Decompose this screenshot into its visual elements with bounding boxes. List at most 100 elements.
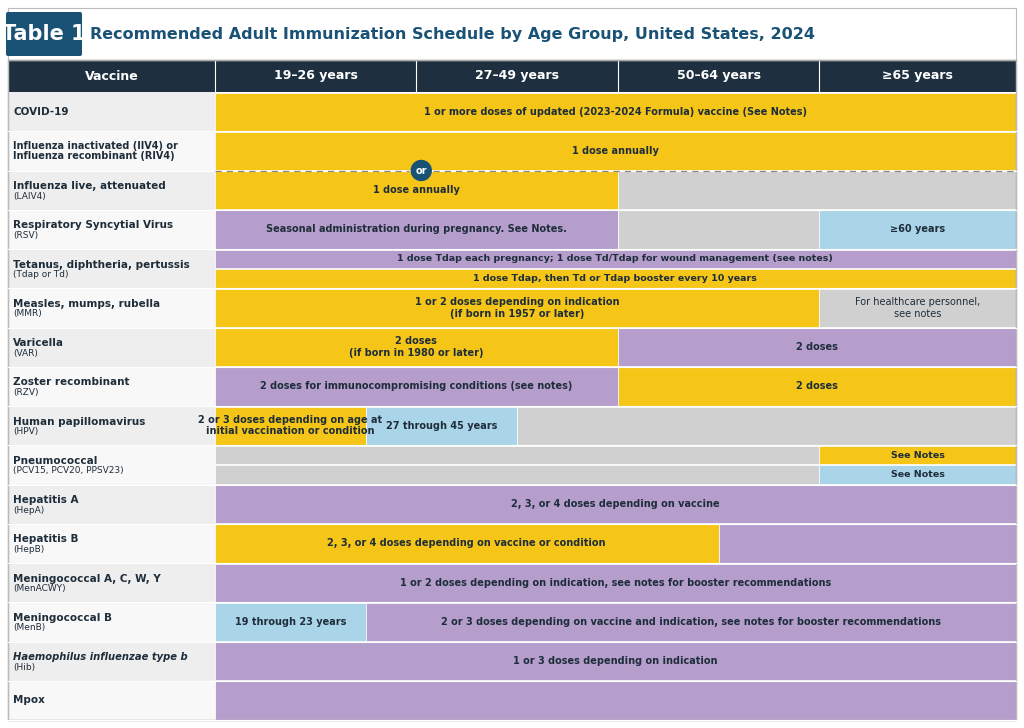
Bar (215, 563, 1016, 602)
Text: Haemophilus influenzae type b: Haemophilus influenzae type b (13, 652, 187, 662)
Bar (8, 170, 215, 210)
Text: Seasonal administration during pregnancy. See Notes.: Seasonal administration during pregnancy… (266, 224, 566, 234)
Text: 2 doses
(if born in 1980 or later): 2 doses (if born in 1980 or later) (349, 336, 483, 358)
Bar (8, 92, 215, 131)
Text: 19–26 years: 19–26 years (273, 69, 357, 82)
Text: 1 or 2 doses depending on indication, see notes for booster recommendations: 1 or 2 doses depending on indication, se… (399, 577, 830, 587)
Bar (215, 269, 1016, 288)
Text: 1 or more doses of updated (2023-2024 Formula) vaccine (See Notes): 1 or more doses of updated (2023-2024 Fo… (424, 106, 807, 116)
Text: or: or (416, 165, 427, 175)
Text: (HepB): (HepB) (13, 545, 44, 554)
Bar (819, 210, 1016, 248)
Text: 1 dose annually: 1 dose annually (571, 146, 658, 156)
Text: (Tdap or Td): (Tdap or Td) (13, 270, 69, 279)
Text: (MenB): (MenB) (13, 623, 45, 633)
Bar (215, 446, 819, 464)
Bar (215, 210, 617, 248)
Bar (617, 210, 819, 248)
Bar (215, 642, 1016, 680)
Bar (8, 641, 215, 681)
Bar (8, 367, 215, 406)
Bar (8, 210, 215, 249)
Text: COVID-19: COVID-19 (13, 106, 69, 116)
Bar (8, 60, 1016, 92)
Bar (215, 250, 1016, 268)
Text: Influenza recombinant (RIV4): Influenza recombinant (RIV4) (13, 151, 175, 161)
Text: Influenza inactivated (IIV4) or: Influenza inactivated (IIV4) or (13, 141, 178, 151)
Text: (RSV): (RSV) (13, 231, 38, 240)
Text: Measles, mumps, rubella: Measles, mumps, rubella (13, 299, 160, 309)
Bar (215, 681, 1016, 719)
Text: (HPV): (HPV) (13, 427, 38, 436)
Bar (215, 367, 617, 405)
Text: 27–49 years: 27–49 years (475, 69, 559, 82)
Text: Mpox: Mpox (13, 695, 45, 705)
Bar (819, 289, 1016, 327)
Text: Meningococcal B: Meningococcal B (13, 613, 112, 623)
Text: 2 or 3 doses depending on age at
initial vaccination or condition: 2 or 3 doses depending on age at initial… (199, 415, 382, 436)
Bar (8, 288, 215, 328)
Text: 2, 3, or 4 doses depending on vaccine or condition: 2, 3, or 4 doses depending on vaccine or… (328, 539, 606, 548)
Text: (HepA): (HepA) (13, 506, 44, 515)
Bar (719, 524, 1016, 563)
Text: (MenACWY): (MenACWY) (13, 584, 66, 593)
Text: 2 doses for immunocompromising conditions (see notes): 2 doses for immunocompromising condition… (260, 381, 572, 392)
Bar (517, 406, 1016, 445)
Text: Pneumococcal: Pneumococcal (13, 456, 97, 466)
Bar (215, 603, 366, 641)
Bar (366, 603, 1016, 641)
Text: 1 dose annually: 1 dose annually (373, 185, 460, 195)
Bar (617, 171, 1016, 209)
Text: (RZV): (RZV) (13, 388, 39, 397)
Text: (LAIV4): (LAIV4) (13, 191, 46, 201)
Text: Hepatitis B: Hepatitis B (13, 534, 79, 545)
Text: Influenza live, attenuated: Influenza live, attenuated (13, 181, 166, 191)
Bar (8, 602, 215, 641)
Bar (215, 406, 366, 445)
Bar (215, 328, 617, 366)
Bar (8, 485, 215, 523)
Text: See Notes: See Notes (891, 451, 945, 459)
Text: (Hib): (Hib) (13, 662, 35, 672)
Text: 19 through 23 years: 19 through 23 years (234, 617, 346, 627)
Bar (617, 367, 1016, 405)
Text: Tetanus, diphtheria, pertussis: Tetanus, diphtheria, pertussis (13, 260, 189, 269)
Text: Zoster recombinant: Zoster recombinant (13, 377, 129, 387)
Text: For healthcare personnel,
see notes: For healthcare personnel, see notes (855, 297, 980, 319)
Text: ≥65 years: ≥65 years (883, 69, 953, 82)
Bar (617, 328, 1016, 366)
Text: 1 or 2 doses depending on indication
(if born in 1957 or later): 1 or 2 doses depending on indication (if… (415, 297, 620, 319)
Bar (8, 328, 215, 367)
Circle shape (412, 160, 431, 181)
Bar (819, 446, 1016, 464)
Bar (215, 485, 1016, 523)
Text: 1 or 3 doses depending on indication: 1 or 3 doses depending on indication (513, 656, 718, 666)
Bar (8, 681, 215, 720)
Text: Table 1: Table 1 (2, 24, 86, 44)
Text: See Notes: See Notes (891, 470, 945, 479)
Text: 1 dose Tdap each pregnancy; 1 dose Td/Tdap for wound management (see notes): 1 dose Tdap each pregnancy; 1 dose Td/Td… (397, 254, 834, 264)
Bar (819, 465, 1016, 484)
Text: Hepatitis A: Hepatitis A (13, 495, 79, 505)
Text: 50–64 years: 50–64 years (677, 69, 761, 82)
Text: 2 doses: 2 doses (796, 381, 838, 392)
Text: 2 or 3 doses depending on vaccine and indication, see notes for booster recommen: 2 or 3 doses depending on vaccine and in… (441, 617, 941, 627)
Text: 2 doses: 2 doses (796, 342, 838, 352)
Bar (8, 563, 215, 602)
Text: Vaccine: Vaccine (84, 69, 138, 82)
Text: Human papillomavirus: Human papillomavirus (13, 416, 145, 427)
Bar (8, 446, 215, 485)
Bar (215, 171, 617, 209)
Bar (215, 92, 1016, 131)
Text: Recommended Adult Immunization Schedule by Age Group, United States, 2024: Recommended Adult Immunization Schedule … (90, 26, 815, 41)
Text: Meningococcal A, C, W, Y: Meningococcal A, C, W, Y (13, 574, 161, 584)
Bar (215, 465, 819, 484)
Text: Varicella: Varicella (13, 338, 63, 348)
Bar (215, 289, 819, 327)
Bar (215, 132, 1016, 170)
Bar (8, 406, 215, 446)
Text: (MMR): (MMR) (13, 309, 42, 318)
Bar (8, 131, 215, 170)
Bar (8, 249, 215, 288)
Text: 2, 3, or 4 doses depending on vaccine: 2, 3, or 4 doses depending on vaccine (511, 499, 720, 509)
